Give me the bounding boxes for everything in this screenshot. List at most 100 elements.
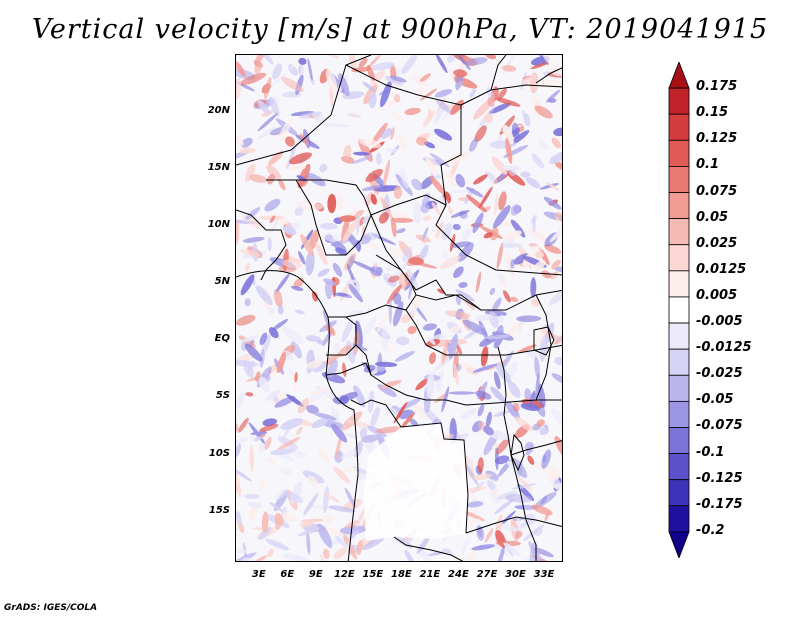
field-patch <box>406 268 419 292</box>
field-patch <box>282 225 297 236</box>
field-patch <box>394 350 415 362</box>
field-patch <box>380 379 402 389</box>
field-patch <box>280 468 291 475</box>
field-patch <box>457 242 474 262</box>
field-patch <box>507 381 521 398</box>
field-patch <box>325 55 340 59</box>
field-patch <box>253 436 263 442</box>
field-patch <box>557 335 562 346</box>
field-patch <box>332 262 343 277</box>
lon-label-18e: 18E <box>391 569 412 580</box>
field-patch <box>299 521 315 528</box>
colorbar-segment <box>668 453 690 481</box>
field-patch <box>551 259 561 270</box>
velocity-field <box>236 55 562 561</box>
field-patch <box>390 217 414 223</box>
field-patch <box>244 298 251 307</box>
lat-label-5s: 5S <box>215 390 230 402</box>
field-patch <box>538 140 550 150</box>
field-patch <box>523 504 534 511</box>
field-patch <box>525 177 541 189</box>
field-patch <box>391 248 403 256</box>
field-patch <box>361 434 380 443</box>
colorbar-segment <box>668 427 690 454</box>
field-patch <box>322 492 341 503</box>
field-patch <box>343 144 352 160</box>
field-patch <box>281 76 304 93</box>
field-patch <box>550 408 562 429</box>
field-patch <box>326 353 341 366</box>
field-patch <box>428 352 437 365</box>
field-patch <box>285 136 295 147</box>
field-patch <box>268 150 284 166</box>
field-patch <box>261 334 271 355</box>
colorbar-segment <box>668 531 690 558</box>
field-patch <box>488 102 512 114</box>
field-patch <box>281 553 309 561</box>
field-patch <box>391 112 405 122</box>
colorbar-segment <box>668 166 690 193</box>
field-patch <box>242 557 256 561</box>
field-patch <box>370 406 380 427</box>
field-patch <box>549 151 562 165</box>
field-patch <box>334 434 342 460</box>
field-patch <box>274 487 289 500</box>
field-patch <box>458 55 471 71</box>
field-patch <box>398 133 406 150</box>
field-patch <box>555 216 562 239</box>
field-patch <box>509 130 530 146</box>
field-patch <box>269 448 296 456</box>
field-patch <box>306 359 323 369</box>
field-patch <box>280 418 304 430</box>
field-patch <box>352 204 357 215</box>
colorbar-tick-label: 0.0125 <box>696 261 747 277</box>
field-patch <box>523 524 545 542</box>
field-patch <box>351 66 371 73</box>
field-patch <box>393 401 408 424</box>
field-patch <box>484 527 494 543</box>
field-patch <box>480 346 489 367</box>
colorbar-tick-label: 0.175 <box>696 79 738 95</box>
field-patch <box>511 122 520 140</box>
field-patch <box>333 466 350 484</box>
field-patch <box>437 288 446 294</box>
field-patch <box>393 186 403 199</box>
field-patch <box>259 475 266 490</box>
lon-label-21e: 21E <box>419 569 441 580</box>
field-patch <box>466 367 479 376</box>
field-patch <box>312 360 328 373</box>
lon-label-9e: 9E <box>308 569 323 580</box>
field-patch <box>472 212 484 234</box>
field-patch <box>386 259 397 272</box>
field-patch <box>493 337 503 348</box>
field-patch <box>518 476 533 492</box>
field-patch <box>461 536 470 555</box>
field-patch <box>448 334 458 360</box>
colorbar-segment <box>668 192 690 220</box>
field-patch <box>317 448 330 462</box>
field-patch <box>393 293 402 305</box>
field-patch <box>422 215 432 222</box>
field-patch <box>278 179 286 191</box>
field-patch <box>241 334 260 343</box>
field-patch <box>236 437 249 446</box>
field-patch <box>452 223 461 231</box>
field-patch <box>540 495 548 505</box>
field-patch <box>506 170 526 186</box>
field-patch <box>549 223 562 243</box>
field-patch <box>236 391 246 411</box>
field-patch <box>435 368 444 391</box>
field-patch <box>475 390 492 400</box>
field-patch <box>358 58 368 68</box>
field-patch <box>276 351 287 374</box>
country-borders <box>236 55 562 561</box>
field-patch <box>378 212 389 224</box>
field-patch <box>255 285 273 305</box>
field-patch <box>351 155 373 164</box>
field-patch <box>317 268 330 277</box>
field-patch <box>324 513 333 525</box>
colorbar-segment <box>668 244 690 272</box>
field-patch <box>308 386 332 396</box>
field-patch <box>253 60 264 68</box>
field-patch <box>541 270 552 279</box>
